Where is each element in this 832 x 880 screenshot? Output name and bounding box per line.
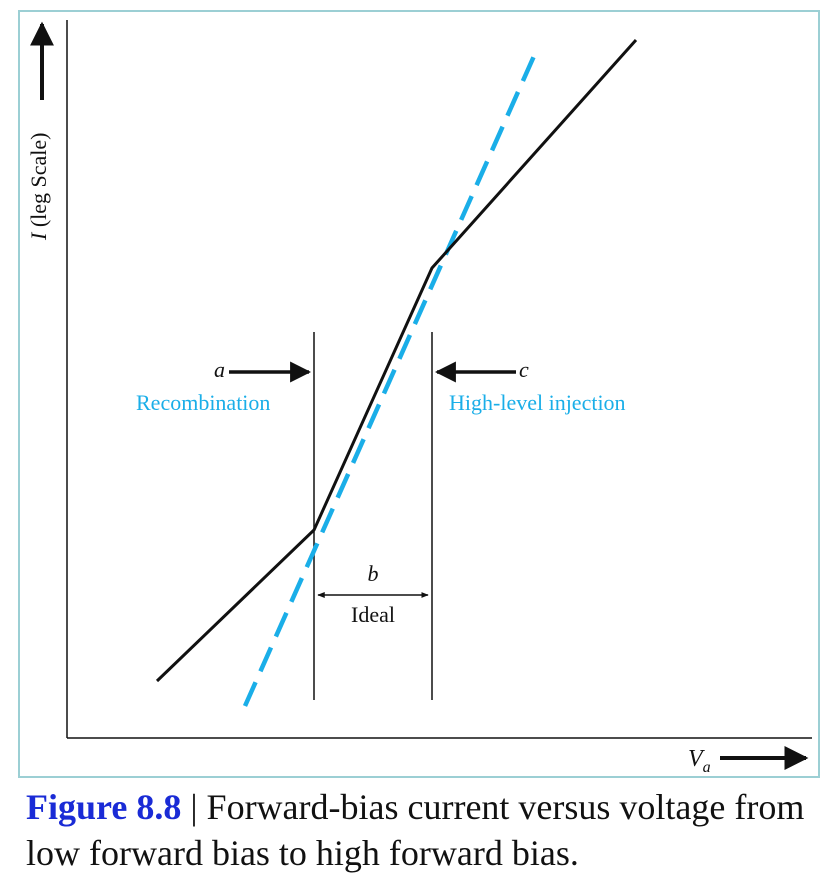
caption-text: Forward-bias current versus voltage from… <box>26 787 805 873</box>
region-c-letter: c <box>519 357 529 382</box>
iv-diagram: I (leg Scale) Va a Recombination c High-… <box>26 20 812 776</box>
x-axis-label: Va <box>688 746 711 776</box>
region-c-label: High-level injection <box>449 390 626 415</box>
region-b-label: Ideal <box>351 602 395 627</box>
region-a-letter: a <box>214 357 225 382</box>
y-axis-label: I (leg Scale) <box>26 133 51 242</box>
caption-separator: | <box>181 787 207 827</box>
region-a-label: Recombination <box>136 390 270 415</box>
figure-number: Figure 8.8 <box>26 787 182 827</box>
figure-caption: Figure 8.8 | Forward-bias current versus… <box>26 784 826 876</box>
actual-iv-curve <box>155 38 638 683</box>
figure-frame <box>18 10 820 778</box>
svg-text:I (leg Scale): I (leg Scale) <box>26 133 51 242</box>
region-b-letter: b <box>368 561 379 586</box>
ideal-dashed-line <box>242 55 537 707</box>
